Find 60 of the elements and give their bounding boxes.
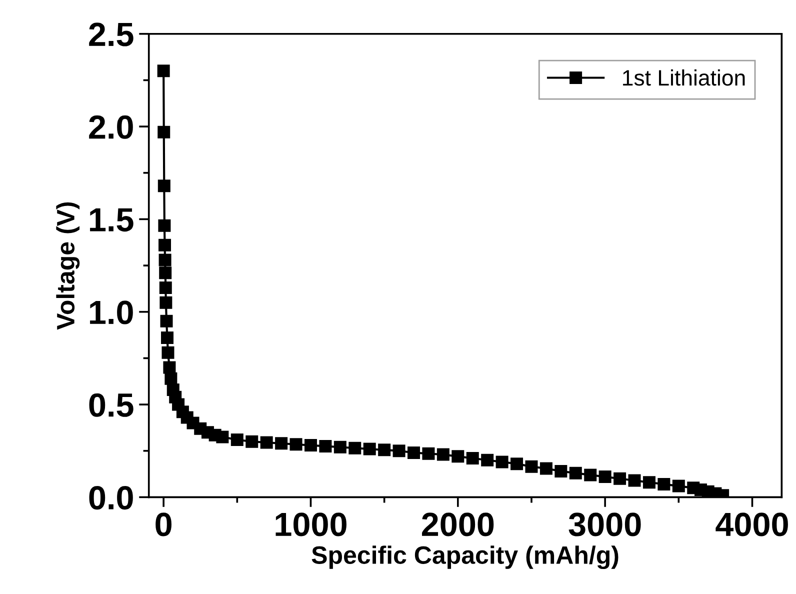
point [158,254,172,266]
point [157,64,170,78]
point [466,452,479,465]
point [436,448,450,461]
point [164,372,178,385]
point [408,446,420,459]
point [496,456,508,468]
point [230,433,244,446]
point [392,444,406,458]
x-axis-title: Specific Capacity (mAh/g) [312,546,618,570]
point [554,464,568,478]
point [158,219,171,232]
point [584,468,597,482]
point [304,439,317,452]
point [290,438,302,451]
point [628,474,641,487]
point [540,462,552,475]
point [159,282,172,294]
point [158,238,171,252]
y-tick-label: 2.0 [89,115,133,139]
point [348,442,362,454]
y-tick-label: 2.5 [89,22,134,46]
point [246,435,258,448]
point [569,466,582,480]
point [216,430,229,444]
point [510,458,524,470]
point [642,476,656,489]
point [672,480,685,492]
point [598,470,612,484]
point [481,454,494,466]
y-axis-title: Voltage (V) [56,202,80,330]
point [163,361,176,374]
point [422,447,435,460]
x-tick-label: 0 [156,512,172,536]
y-tick-label: 1.0 [90,300,133,324]
point [452,450,464,463]
point [161,332,174,344]
point [363,442,376,456]
point [378,444,391,456]
point [162,346,174,359]
point [275,437,288,450]
y-tick-label: 1.5 [90,208,134,232]
point [260,436,273,449]
point [158,180,170,192]
x-tick-label: 4000 [716,512,788,536]
y-tick-label: 0.0 [89,486,133,510]
point [160,296,172,309]
point [159,266,172,280]
x-tick-label: 3000 [568,512,641,536]
point [614,472,626,485]
x-tick-label: 2000 [422,512,494,536]
x-tick-label: 1000 [276,512,346,536]
point [319,440,332,452]
point [158,126,170,138]
point [658,478,670,490]
point [334,440,346,454]
legend-label: 1st Lithiation [623,69,745,86]
point [160,314,173,328]
y-tick-label: 0.5 [89,393,134,417]
point [525,460,538,473]
